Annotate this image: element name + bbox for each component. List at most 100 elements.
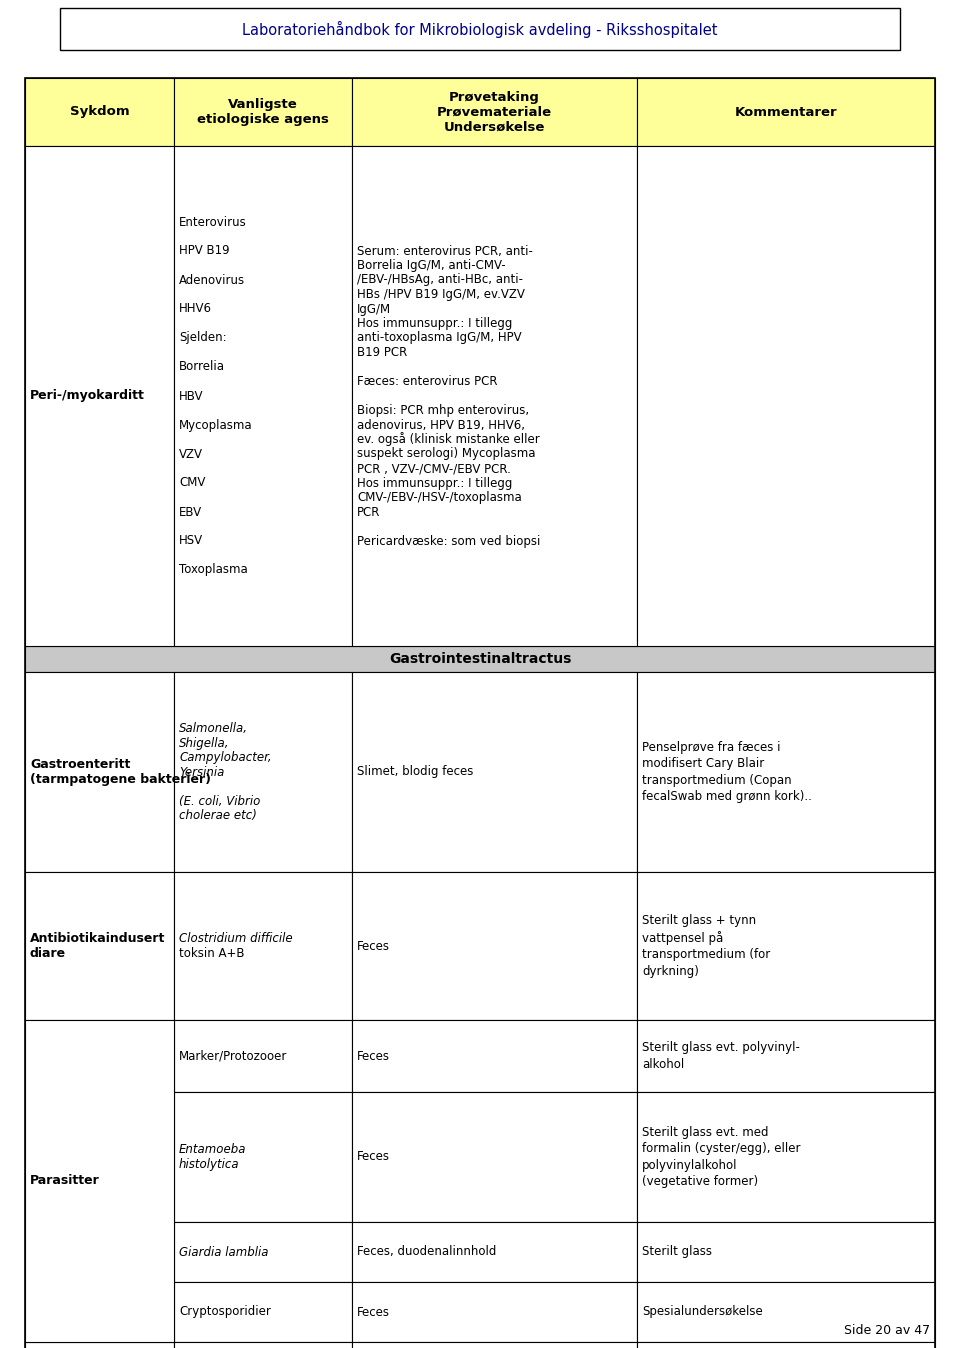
Text: Sykdom: Sykdom — [70, 105, 130, 119]
Text: EBV: EBV — [179, 506, 203, 519]
Bar — [174, 673, 352, 872]
Bar — [637, 1282, 935, 1343]
Text: B19 PCR: B19 PCR — [357, 346, 407, 359]
Text: Peri-/myokarditt: Peri-/myokarditt — [30, 390, 145, 403]
Text: Laboratoriehåndbok for Mikrobiologisk avdeling - Riksshospitalet: Laboratoriehåndbok for Mikrobiologisk av… — [242, 20, 718, 38]
Text: Toxoplasma: Toxoplasma — [179, 563, 248, 577]
Text: Parasitter: Parasitter — [30, 1174, 100, 1188]
Text: Slimet, blodig feces: Slimet, blodig feces — [357, 766, 473, 779]
Bar — [352, 1223, 637, 1282]
Text: Feces: Feces — [357, 1050, 390, 1062]
Bar — [25, 78, 174, 146]
Text: toksin A+B: toksin A+B — [179, 946, 245, 960]
Text: anti-toxoplasma IgG/M, HPV: anti-toxoplasma IgG/M, HPV — [357, 332, 521, 345]
Text: Salmonella,: Salmonella, — [179, 723, 248, 735]
Text: Shigella,: Shigella, — [179, 736, 229, 749]
Text: /EBV-/HBsAg, anti-HBc, anti-: /EBV-/HBsAg, anti-HBc, anti- — [357, 274, 523, 287]
Bar — [637, 673, 935, 872]
Bar — [637, 872, 935, 1020]
Text: Gastroenteritt
(tarmpatogene bakterier): Gastroenteritt (tarmpatogene bakterier) — [30, 758, 211, 786]
Text: Hos immunsuppr.: I tillegg: Hos immunsuppr.: I tillegg — [357, 476, 513, 489]
Text: Serum: enterovirus PCR, anti-: Serum: enterovirus PCR, anti- — [357, 244, 533, 257]
Bar — [352, 1282, 637, 1343]
Text: ev. også (klinisk mistanke eller: ev. også (klinisk mistanke eller — [357, 433, 540, 446]
Text: Giardia lamblia: Giardia lamblia — [179, 1246, 269, 1259]
Text: suspekt serologi) Mycoplasma: suspekt serologi) Mycoplasma — [357, 448, 536, 461]
Bar — [174, 146, 352, 646]
Bar — [352, 78, 637, 146]
Text: histolytica: histolytica — [179, 1158, 240, 1171]
Bar — [25, 872, 174, 1020]
Bar — [637, 1020, 935, 1092]
Text: IgG/M: IgG/M — [357, 302, 391, 315]
Bar — [174, 78, 352, 146]
Text: Gastrointestinaltractus: Gastrointestinaltractus — [389, 652, 571, 666]
Text: Borrelia IgG/M, anti-CMV-: Borrelia IgG/M, anti-CMV- — [357, 259, 506, 272]
Text: PCR: PCR — [357, 506, 380, 519]
Text: Spesialundersøkelse: Spesialundersøkelse — [642, 1305, 763, 1318]
Text: Pericardvæske: som ved biopsi: Pericardvæske: som ved biopsi — [357, 535, 540, 547]
Bar — [352, 673, 637, 872]
Bar — [60, 8, 900, 50]
Text: Biopsi: PCR mhp enterovirus,: Biopsi: PCR mhp enterovirus, — [357, 404, 529, 417]
Bar — [25, 1020, 174, 1343]
Bar — [25, 673, 174, 872]
Bar — [637, 78, 935, 146]
Text: HHV6: HHV6 — [179, 302, 212, 315]
Bar — [637, 146, 935, 646]
Text: VZV: VZV — [179, 448, 203, 461]
Text: Prøvetaking
Prøvemateriale
Undersøkelse: Prøvetaking Prøvemateriale Undersøkelse — [437, 90, 552, 133]
Text: Hos immunsuppr.: I tillegg: Hos immunsuppr.: I tillegg — [357, 317, 513, 330]
Text: Campylobacter,: Campylobacter, — [179, 751, 272, 764]
Text: cholerae etc): cholerae etc) — [179, 809, 257, 822]
Text: Sterilt glass evt. polyvinyl-
alkohol: Sterilt glass evt. polyvinyl- alkohol — [642, 1041, 800, 1070]
Text: Clostridium difficile: Clostridium difficile — [179, 933, 293, 945]
Text: Sjelden:: Sjelden: — [179, 332, 227, 345]
Text: Feces: Feces — [357, 1305, 390, 1318]
Text: Mycoplasma: Mycoplasma — [179, 418, 252, 431]
Text: HBs /HPV B19 IgG/M, ev.VZV: HBs /HPV B19 IgG/M, ev.VZV — [357, 288, 525, 301]
Text: Antibiotikaindusert
diare: Antibiotikaindusert diare — [30, 931, 165, 960]
Text: Side 20 av 47: Side 20 av 47 — [844, 1324, 930, 1336]
Text: HBV: HBV — [179, 390, 204, 403]
Bar — [174, 1223, 352, 1282]
Text: PCR , VZV-/CMV-/EBV PCR.: PCR , VZV-/CMV-/EBV PCR. — [357, 462, 511, 474]
Text: Yersinia: Yersinia — [179, 766, 225, 779]
Text: HPV B19: HPV B19 — [179, 244, 229, 257]
Bar — [174, 1020, 352, 1092]
Text: Feces, duodenalinnhold: Feces, duodenalinnhold — [357, 1246, 496, 1259]
Text: Kommentarer: Kommentarer — [734, 105, 837, 119]
Text: Cryptosporidier: Cryptosporidier — [179, 1305, 271, 1318]
Text: Feces: Feces — [357, 940, 390, 953]
Bar — [637, 1343, 935, 1348]
Bar — [174, 1282, 352, 1343]
Text: Marker/Protozooer: Marker/Protozooer — [179, 1050, 287, 1062]
Bar — [174, 1343, 352, 1348]
Text: Feces: Feces — [357, 1150, 390, 1163]
Text: (E. coli, Vibrio: (E. coli, Vibrio — [179, 794, 260, 807]
Text: Vanligste
etiologiske agens: Vanligste etiologiske agens — [197, 98, 329, 125]
Text: CMV-/EBV-/HSV-/toxoplasma: CMV-/EBV-/HSV-/toxoplasma — [357, 491, 521, 504]
Bar — [352, 872, 637, 1020]
Text: Adenovirus: Adenovirus — [179, 274, 245, 287]
Bar — [25, 1343, 174, 1348]
Bar — [174, 1092, 352, 1223]
Bar — [637, 1092, 935, 1223]
Bar — [352, 1092, 637, 1223]
Bar — [174, 872, 352, 1020]
Text: Borrelia: Borrelia — [179, 360, 225, 373]
Text: Sterilt glass evt. med
formalin (cyster/egg), eller
polyvinylalkohol
(vegetative: Sterilt glass evt. med formalin (cyster/… — [642, 1126, 801, 1188]
Text: Sterilt glass + tynn
vattpensel på
transportmedium (for
dyrkning): Sterilt glass + tynn vattpensel på trans… — [642, 914, 770, 977]
Text: CMV: CMV — [179, 476, 205, 489]
Text: HSV: HSV — [179, 535, 204, 547]
Text: Enterovirus: Enterovirus — [179, 216, 247, 229]
Text: Fæces: enterovirus PCR: Fæces: enterovirus PCR — [357, 375, 497, 388]
Text: Penselprøve fra fæces i
modifisert Cary Blair
transportmedium (Copan
fecalSwab m: Penselprøve fra fæces i modifisert Cary … — [642, 741, 812, 803]
Bar — [637, 1223, 935, 1282]
Bar — [352, 146, 637, 646]
Bar — [25, 146, 174, 646]
Text: Sterilt glass: Sterilt glass — [642, 1246, 712, 1259]
Bar — [352, 1020, 637, 1092]
Bar — [25, 646, 935, 673]
Bar — [352, 1343, 637, 1348]
